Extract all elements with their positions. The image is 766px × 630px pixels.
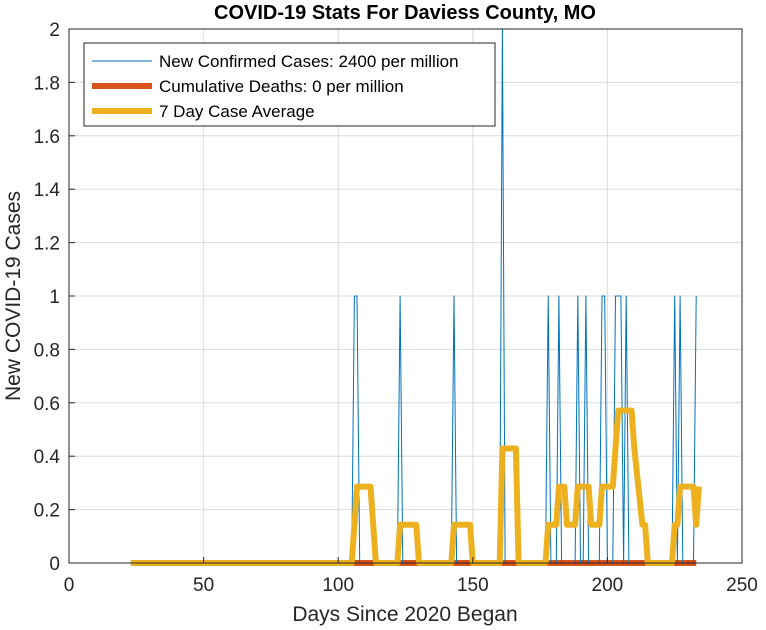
- x-tick-label: 0: [64, 575, 75, 596]
- x-tick-label: 100: [322, 575, 354, 596]
- y-tick-label: 0.8: [34, 340, 60, 361]
- x-tick-label: 50: [193, 575, 214, 596]
- legend-items: New Confirmed Cases: 2400 per million Cum…: [92, 52, 459, 121]
- y-tick-label: 0: [49, 554, 60, 575]
- y-tick-label: 1.6: [34, 127, 60, 148]
- y-tick-label: 0.2: [34, 501, 60, 522]
- x-tick-label: 150: [457, 575, 489, 596]
- series-line-2: [130, 407, 702, 566]
- y-tick-label: 1: [49, 287, 60, 308]
- y-tick-label: 2: [49, 20, 60, 41]
- y-axis-title: New COVID-19 Cases: [2, 191, 25, 401]
- x-tick-label: 250: [726, 575, 758, 596]
- chart-title: COVID-19 Stats For Daviess County, MO: [214, 2, 596, 24]
- y-tick-label: 1.2: [34, 234, 60, 255]
- y-tick-label: 1.4: [34, 180, 61, 201]
- legend-box: [83, 42, 496, 127]
- legend-label-0: New Confirmed Cases: 2400 per million: [159, 52, 459, 71]
- x-tick-label: 200: [592, 575, 624, 596]
- legend-label-1: Cumulative Deaths: 0 per million: [159, 77, 404, 96]
- y-tick-label: 1.8: [34, 73, 60, 94]
- ticks: 0 50 100 150 200 250 0 0.2 0.4 0.6 0.8 1 1.2 1.4 1.6 1.…: [34, 20, 758, 596]
- legend: New Confirmed Cases: 2400 per million Cum…: [83, 42, 496, 127]
- y-tick-label: 0.6: [34, 394, 60, 415]
- y-tick-label: 0.4: [34, 447, 61, 468]
- legend-label-2: 7 Day Case Average: [159, 102, 315, 121]
- x-axis-title: Days Since 2020 Began: [292, 603, 517, 626]
